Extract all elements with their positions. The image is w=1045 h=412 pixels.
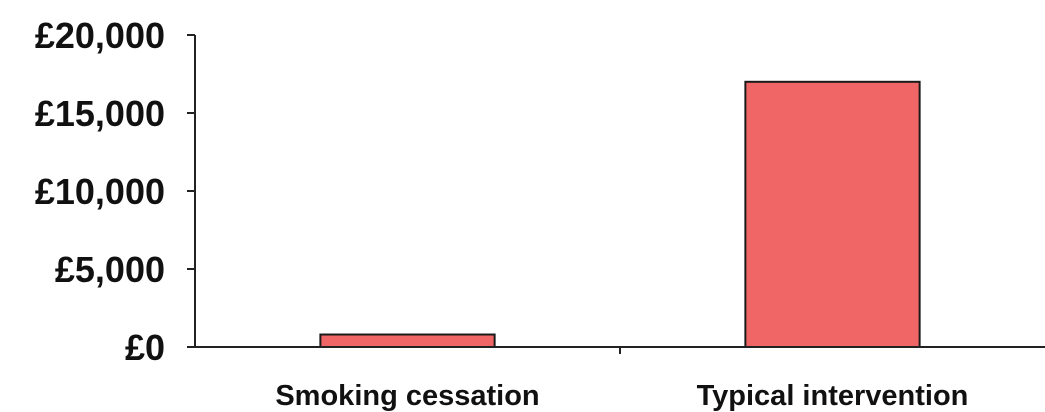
y-tick-label: £0 (125, 327, 165, 368)
bar (744, 80, 921, 349)
y-tick-label: £10,000 (35, 171, 165, 212)
bars (319, 80, 921, 349)
x-category-label: Smoking cessation (275, 380, 539, 412)
y-tick-label: £15,000 (35, 93, 165, 134)
y-axis-tick-labels: £0 £5,000 £10,000 £15,000 £20,000 (35, 15, 165, 368)
bar (319, 333, 496, 348)
y-tick-label: £5,000 (55, 249, 165, 290)
y-axis-ticks (187, 34, 195, 348)
x-category-label: Typical intervention (697, 380, 969, 412)
x-axis-category-labels: Smoking cessation Typical intervention (275, 380, 968, 412)
y-tick-label: £20,000 (35, 15, 165, 56)
